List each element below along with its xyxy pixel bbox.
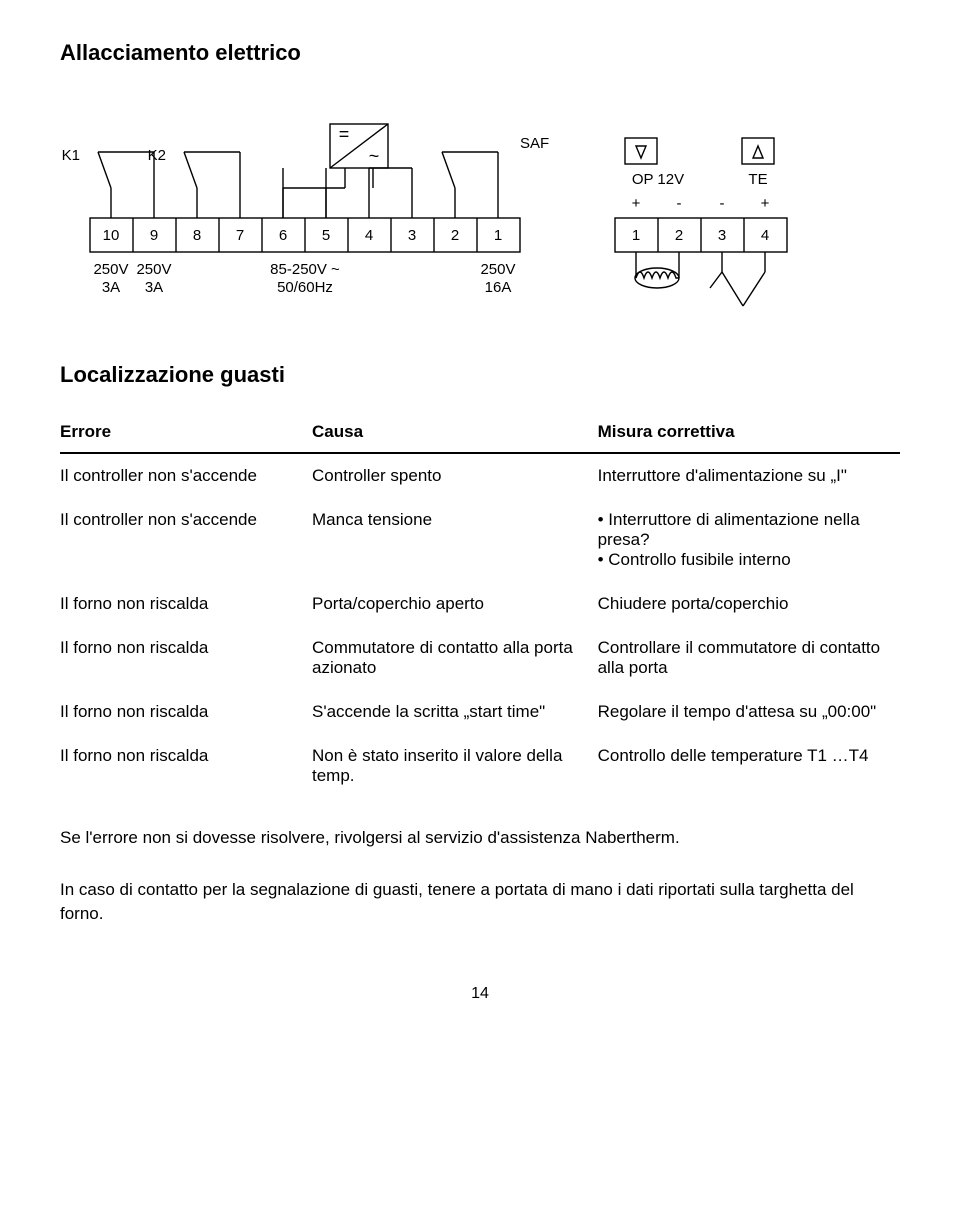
right-labels: OP 12V TE + - - + [625, 138, 774, 212]
svg-text:4: 4 [761, 227, 769, 244]
svg-text:3A: 3A [145, 279, 163, 296]
svg-text:-: - [720, 195, 725, 212]
right-terminal-block: 1 2 3 4 [615, 218, 787, 252]
left-terminal-block: 10 9 8 7 6 5 4 3 2 1 [90, 218, 520, 252]
table-row: Il controller non s'accende Manca tensio… [60, 498, 900, 582]
svg-text:9: 9 [150, 227, 158, 244]
svg-text:7: 7 [236, 227, 244, 244]
ac-dc-symbol: = ~ [283, 124, 388, 218]
svg-text:K1: K1 [62, 147, 80, 164]
th-cause: Causa [312, 412, 598, 453]
table-row: Il forno non riscalda Commutatore di con… [60, 626, 900, 690]
fix-bullet: Controllo fusibile interno [598, 550, 886, 570]
svg-text:5: 5 [322, 227, 330, 244]
svg-text:250V: 250V [93, 261, 128, 278]
svg-text:4: 4 [365, 227, 373, 244]
svg-text:2: 2 [451, 227, 459, 244]
svg-text:6: 6 [279, 227, 287, 244]
table-row: Il controller non s'accende Controller s… [60, 453, 900, 498]
saf-switch: SAF [442, 135, 549, 218]
footer-note-2: In caso di contatto per la segnalazione … [60, 878, 900, 926]
svg-text:250V: 250V [136, 261, 171, 278]
svg-text:2: 2 [675, 227, 683, 244]
table-row: Il forno non riscalda S'accende la scrit… [60, 690, 900, 734]
troubleshoot-table: Errore Causa Misura correttiva Il contro… [60, 412, 900, 798]
svg-text:=: = [339, 124, 350, 144]
svg-text:K2: K2 [148, 147, 166, 164]
svg-text:1: 1 [494, 227, 502, 244]
svg-text:TE: TE [748, 171, 767, 188]
svg-text:3: 3 [718, 227, 726, 244]
svg-text:85-250V ~: 85-250V ~ [270, 261, 340, 278]
svg-text:8: 8 [193, 227, 201, 244]
svg-text:SAF: SAF [520, 135, 549, 152]
svg-text:-: - [677, 195, 682, 212]
svg-text:50/60Hz: 50/60Hz [277, 279, 333, 296]
svg-text:+: + [761, 195, 770, 212]
table-row: Il forno non riscalda Non è stato inseri… [60, 734, 900, 798]
bridge-4-3 [369, 168, 412, 218]
coil-symbol [635, 252, 679, 288]
table-row: Il forno non riscalda Porta/coperchio ap… [60, 582, 900, 626]
svg-text:~: ~ [369, 146, 380, 166]
svg-text:1: 1 [632, 227, 640, 244]
k2-switch: K2 [148, 147, 240, 218]
thermocouple-symbol [710, 252, 765, 306]
left-ratings: 250V 3A 250V 3A 85-250V ~ 50/60Hz 250V 1… [93, 261, 515, 296]
page-number: 14 [60, 985, 900, 1003]
svg-text:250V: 250V [480, 261, 515, 278]
svg-text:3: 3 [408, 227, 416, 244]
k1-switch: K1 [62, 147, 154, 218]
th-error: Errore [60, 412, 312, 453]
fix-bullet: Interruttore di alimentazione nella pres… [598, 510, 886, 550]
svg-text:OP 12V: OP 12V [632, 171, 684, 188]
footer-note-1: Se l'errore non si dovesse risolvere, ri… [60, 826, 900, 850]
heading-wiring: Allacciamento elettrico [60, 40, 900, 66]
svg-text:16A: 16A [485, 279, 512, 296]
wiring-svg: 10 9 8 7 6 5 4 3 2 1 K1 K2 = ~ [60, 88, 900, 318]
heading-troubleshoot: Localizzazione guasti [60, 362, 900, 388]
svg-text:+: + [632, 195, 641, 212]
wiring-diagram: 10 9 8 7 6 5 4 3 2 1 K1 K2 = ~ [60, 88, 900, 318]
th-fix: Misura correttiva [598, 412, 900, 453]
svg-text:3A: 3A [102, 279, 120, 296]
svg-text:10: 10 [103, 227, 120, 244]
